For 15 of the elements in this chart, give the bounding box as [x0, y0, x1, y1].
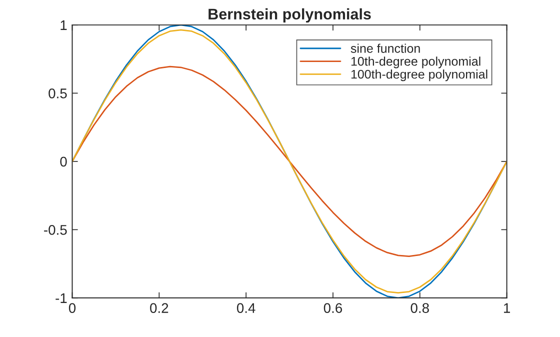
y-tick-label: -1: [56, 293, 67, 303]
x-tick-label: 0: [68, 303, 76, 313]
legend-label: 100th-degree polynomial: [351, 69, 488, 82]
y-tick-label: 0.5: [48, 88, 67, 98]
chart-title: Bernstein polynomials: [208, 8, 371, 23]
x-tick-label: 1: [504, 303, 510, 313]
x-tick-label: 0.8: [410, 303, 429, 313]
x-tick-label: 0.6: [324, 303, 342, 313]
x-tick-label: 0.2: [150, 303, 168, 313]
legend-label: sine function: [350, 44, 420, 53]
x-tick-label: 0.4: [236, 303, 256, 313]
legend-label: 10th-degree polynomial: [351, 56, 480, 68]
y-tick-label: -0.5: [44, 225, 67, 235]
y-tick-label: 0: [60, 156, 67, 167]
y-tick-label: 1: [60, 20, 67, 30]
